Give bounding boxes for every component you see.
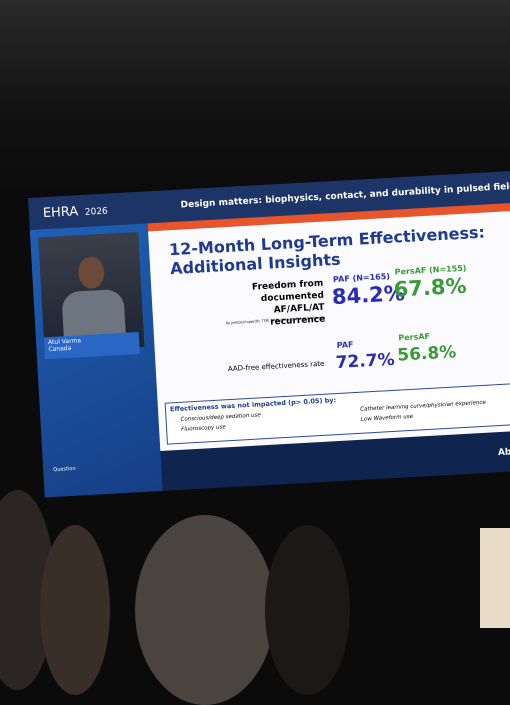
- paf-value: 72.7%: [335, 349, 396, 374]
- logo-year: 2026: [84, 206, 109, 218]
- audience-head: [265, 525, 350, 695]
- question-button: Question: [53, 465, 76, 474]
- audience-head: [40, 525, 110, 695]
- persaf-value: 67.8%: [393, 273, 468, 302]
- podium: [480, 528, 510, 628]
- paf-label: PAF: [336, 340, 354, 350]
- sponsor-logo: Ab: [497, 447, 510, 459]
- speaker-head: [77, 255, 106, 290]
- persaf-value: 56.8%: [396, 342, 457, 366]
- audience-head: [135, 515, 275, 705]
- projection-screen: EHRA 2026 Design matters: biophysics, co…: [28, 170, 510, 498]
- persaf-label: PersAF: [398, 331, 431, 343]
- ceiling: [0, 0, 510, 190]
- logo: EHRA: [42, 204, 79, 222]
